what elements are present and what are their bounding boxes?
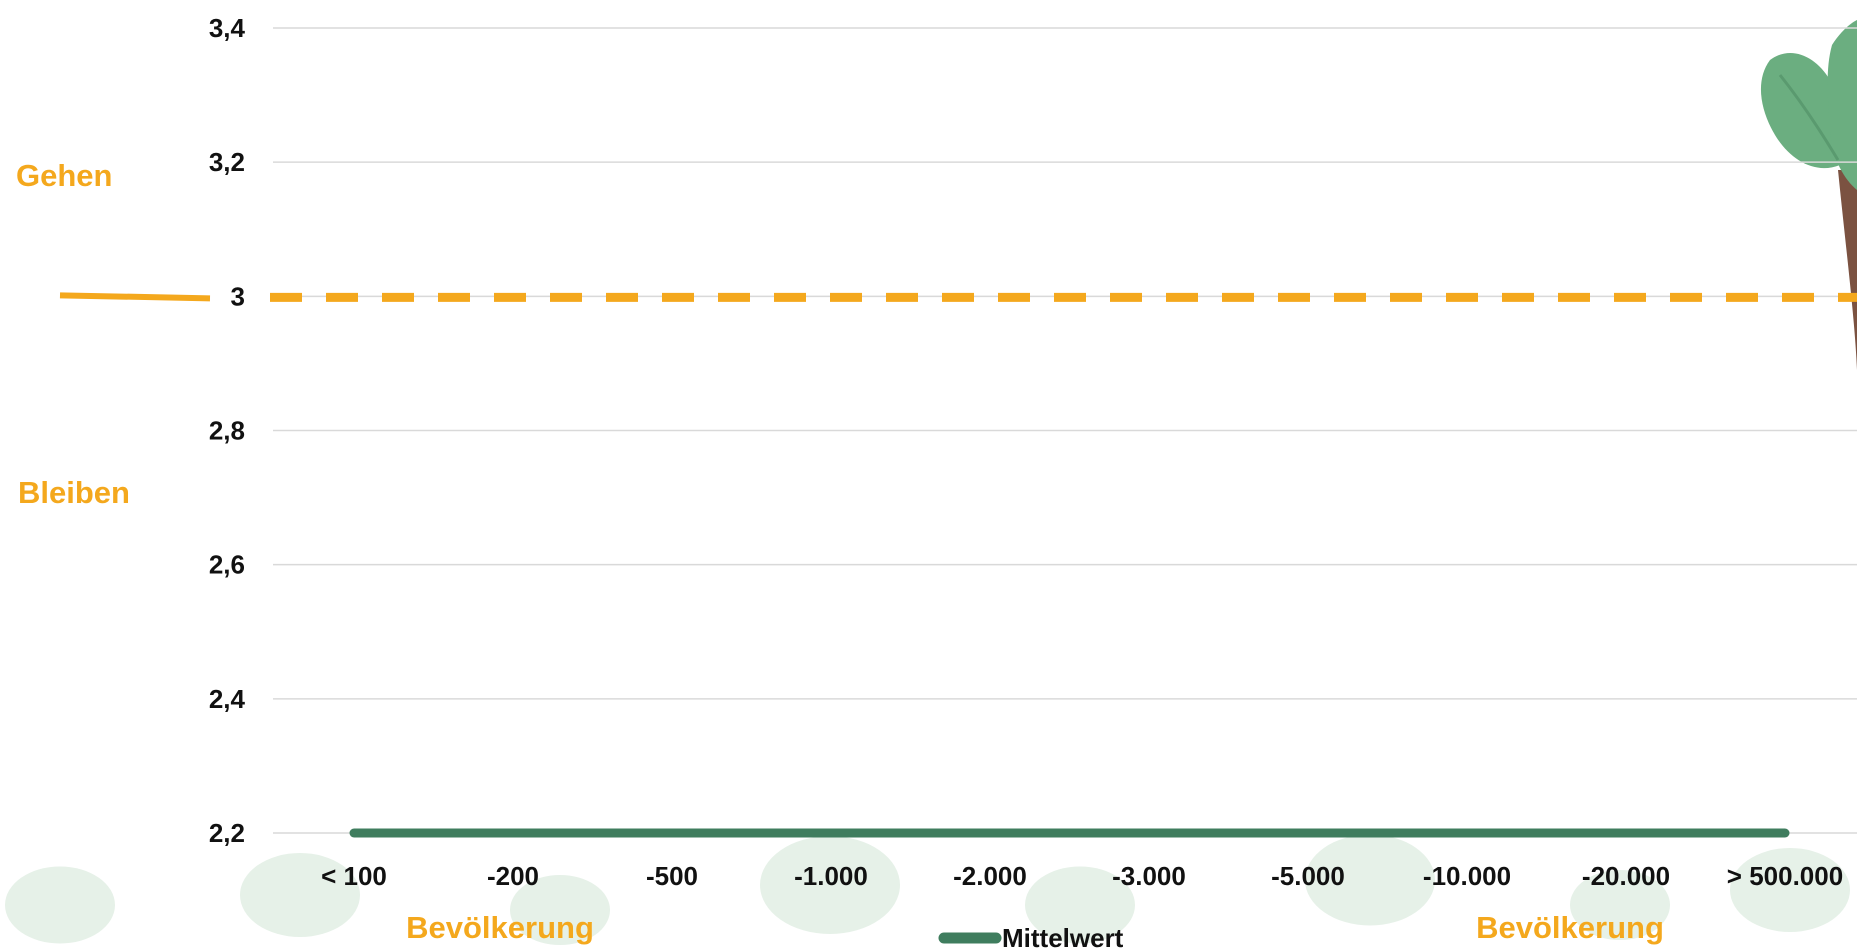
y-tick-label: 2,8 xyxy=(209,416,245,446)
side-label-lower: Bleiben xyxy=(18,475,130,510)
y-tick-label: 3,2 xyxy=(209,147,245,177)
y-tick-label: 2,6 xyxy=(209,550,245,580)
x-axis-tick-labels: < 100 -200 -500 -1.000 -2.000 -3.000 -5.000 -10… xyxy=(321,861,1843,891)
x-tick-label: -200 xyxy=(487,861,539,891)
palm-leaf xyxy=(1827,20,1857,190)
x-tick-label: -5.000 xyxy=(1271,861,1345,891)
decor-leaf xyxy=(1730,848,1850,932)
x-tick-label: -3.000 xyxy=(1112,861,1186,891)
x-tick-label: -10.000 xyxy=(1423,861,1511,891)
x-tick-label: -1.000 xyxy=(794,861,868,891)
reference-line-group xyxy=(59,292,1857,302)
decorative-foliage xyxy=(5,834,1850,945)
y-axis-tick-labels: 3,4 3,2 3 2,8 2,6 2,4 2,2 xyxy=(209,13,246,848)
decor-leaf xyxy=(760,836,900,934)
bottom-label-right: Bevölkerung xyxy=(1476,910,1664,945)
decor-leaf xyxy=(1570,870,1670,940)
x-tick-label: -500 xyxy=(646,861,698,891)
decor-leaf xyxy=(1305,834,1435,926)
decor-leaf xyxy=(1025,866,1135,944)
x-tick-label: -2.000 xyxy=(953,861,1027,891)
decor-leaf xyxy=(5,866,115,944)
x-tick-label: -20.000 xyxy=(1582,861,1670,891)
y-tick-label: 2,4 xyxy=(209,684,246,714)
reference-marker xyxy=(59,292,211,302)
decor-leaf xyxy=(510,875,610,945)
side-label-upper: Gehen xyxy=(16,158,112,193)
y-tick-label: 2,2 xyxy=(209,818,245,848)
palm-leaf-vein xyxy=(1778,74,1840,161)
legend-label: Mittelwert xyxy=(1002,923,1124,951)
y-tick-label: 3,4 xyxy=(209,13,246,43)
palm-trunk xyxy=(1838,170,1857,370)
x-tick-label: > 500.000 xyxy=(1727,861,1843,891)
x-tick-label: < 100 xyxy=(321,861,387,891)
bottom-label-left: Bevölkerung xyxy=(406,910,594,945)
grid-lines xyxy=(273,27,1857,834)
y-tick-label: 3 xyxy=(231,281,245,311)
decor-leaf xyxy=(240,853,360,937)
palm-tree-illustration xyxy=(1760,20,1857,370)
legend: Mittelwert xyxy=(938,923,1124,951)
